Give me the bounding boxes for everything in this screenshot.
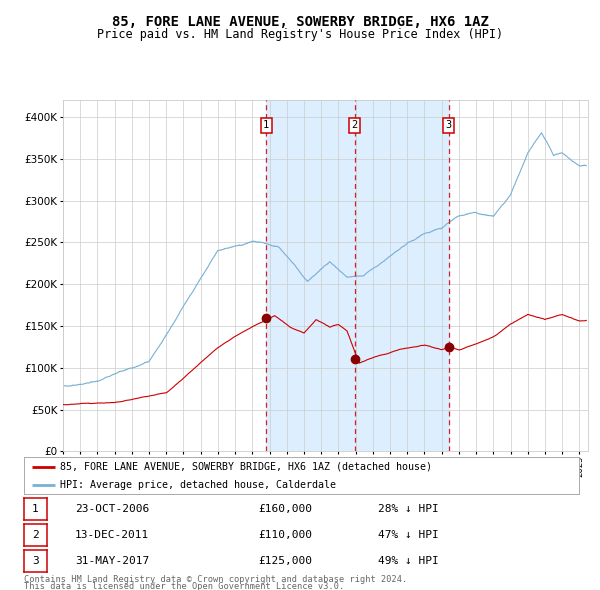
Text: £160,000: £160,000 — [258, 504, 312, 514]
Text: Contains HM Land Registry data © Crown copyright and database right 2024.: Contains HM Land Registry data © Crown c… — [24, 575, 407, 584]
Text: £125,000: £125,000 — [258, 556, 312, 566]
Text: 3: 3 — [32, 556, 39, 566]
Text: This data is licensed under the Open Government Licence v3.0.: This data is licensed under the Open Gov… — [24, 582, 344, 590]
Text: 1: 1 — [32, 504, 39, 514]
Text: 2: 2 — [32, 530, 39, 540]
Text: HPI: Average price, detached house, Calderdale: HPI: Average price, detached house, Cald… — [60, 480, 336, 490]
Text: 47% ↓ HPI: 47% ↓ HPI — [378, 530, 439, 540]
Text: 49% ↓ HPI: 49% ↓ HPI — [378, 556, 439, 566]
Bar — [266, 100, 449, 451]
Text: 1: 1 — [263, 120, 269, 130]
Text: 2: 2 — [352, 120, 358, 130]
Text: Price paid vs. HM Land Registry's House Price Index (HPI): Price paid vs. HM Land Registry's House … — [97, 28, 503, 41]
Text: 85, FORE LANE AVENUE, SOWERBY BRIDGE, HX6 1AZ (detached house): 85, FORE LANE AVENUE, SOWERBY BRIDGE, HX… — [60, 462, 432, 471]
Text: 13-DEC-2011: 13-DEC-2011 — [75, 530, 149, 540]
Text: 3: 3 — [446, 120, 452, 130]
Text: 23-OCT-2006: 23-OCT-2006 — [75, 504, 149, 514]
Text: £110,000: £110,000 — [258, 530, 312, 540]
Text: 85, FORE LANE AVENUE, SOWERBY BRIDGE, HX6 1AZ: 85, FORE LANE AVENUE, SOWERBY BRIDGE, HX… — [112, 15, 488, 29]
Text: 28% ↓ HPI: 28% ↓ HPI — [378, 504, 439, 514]
Text: 31-MAY-2017: 31-MAY-2017 — [75, 556, 149, 566]
